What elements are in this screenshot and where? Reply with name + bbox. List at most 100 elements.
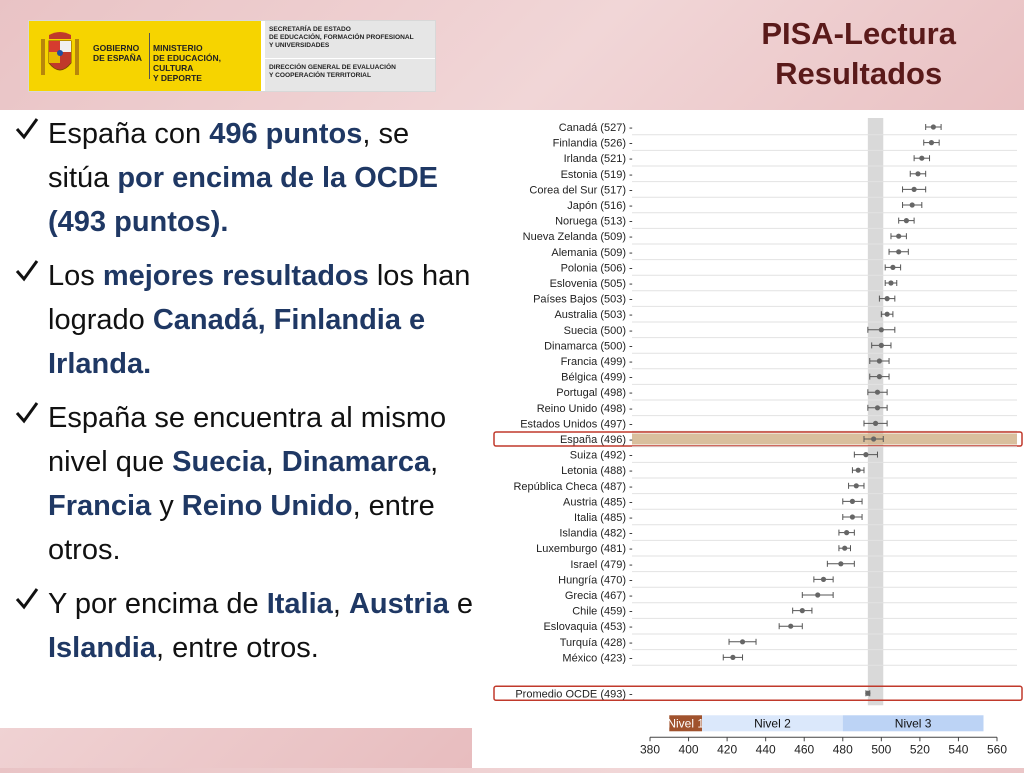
label-dash: -: [629, 590, 633, 602]
data-point: [888, 280, 894, 286]
country-label: Japón (516): [567, 200, 626, 212]
data-point: [849, 514, 856, 520]
bullet-text: ,: [430, 446, 439, 478]
secretaria-box: SECRETARÍA DE ESTADO DE EDUCACIÓN, FORMAC…: [265, 21, 435, 91]
x-tick-label: 440: [756, 742, 776, 756]
country-label: Chile (459): [572, 606, 626, 618]
country-label: Australia (503): [554, 309, 626, 321]
country-label: Nueva Zelanda (509): [523, 231, 626, 243]
bullet-text: y: [151, 490, 182, 522]
label-dash: -: [629, 340, 633, 352]
data-point: [884, 296, 890, 302]
country-label: México (423): [562, 652, 626, 664]
label-dash: -: [629, 309, 633, 321]
gobierno-text: GOBIERNO DE ESPAÑA: [93, 43, 142, 63]
data-point: [874, 389, 881, 395]
bullet-item: Los mejores resultados los han logrado C…: [14, 254, 474, 386]
country-label: Eslovaquia (453): [543, 621, 626, 633]
country-label: Islandia (482): [559, 528, 626, 540]
country-label: Letonia (488): [561, 465, 626, 477]
label-dash: -: [629, 372, 633, 384]
country-label: Estonia (519): [561, 169, 626, 181]
secretaria-text: SECRETARÍA DE ESTADO DE EDUCACIÓN, FORMAC…: [269, 26, 414, 49]
level-band: [842, 715, 984, 732]
highlight-text: Austria: [348, 588, 449, 620]
data-point: [799, 608, 805, 614]
label-dash: -: [629, 278, 633, 290]
label-dash: -: [629, 481, 633, 493]
level-band: [702, 715, 843, 732]
country-label: Canadá (527): [559, 122, 626, 134]
ministerio-text: MINISTERIO DE EDUCACIÓN, CULTURA Y DEPORTE: [153, 43, 222, 83]
label-dash: -: [629, 559, 633, 571]
x-tick-label: 460: [794, 742, 814, 756]
data-point: [855, 467, 861, 473]
country-label: Italia (485): [574, 512, 626, 524]
checkmark-icon: [14, 582, 40, 626]
data-point: [903, 218, 909, 224]
label-dash: -: [629, 688, 633, 700]
highlight-text: Reino Unido: [181, 490, 353, 522]
title-line-1: PISA-Lectura: [761, 16, 956, 51]
data-point: [849, 498, 856, 504]
x-tick-label: 400: [679, 742, 699, 756]
label-dash: -: [629, 387, 633, 399]
data-point: [842, 545, 848, 551]
highlight-text: Italia: [266, 588, 333, 620]
x-tick-label: 420: [717, 742, 737, 756]
label-dash: -: [629, 528, 633, 540]
data-point: [739, 639, 746, 645]
data-point: [815, 592, 821, 598]
level-label: Nivel 2: [754, 716, 791, 730]
country-label: Corea del Sur (517): [529, 184, 626, 196]
highlight-text: Canadá, Finlandia e Irlanda.: [48, 304, 426, 380]
label-dash: -: [629, 247, 633, 259]
level-label: Nivel 1: [667, 716, 704, 730]
highlight-row: [632, 433, 1017, 445]
data-point: [788, 623, 794, 629]
country-label: Estados Unidos (497): [520, 418, 626, 430]
country-label: Finlandia (526): [553, 138, 626, 150]
data-point: [909, 202, 915, 208]
data-point: [863, 452, 869, 458]
data-point: [820, 576, 827, 582]
country-label: Eslovenia (505): [550, 278, 626, 290]
data-point: [930, 124, 936, 130]
bullet-text: e: [448, 588, 474, 620]
country-label: Suecia (500): [564, 325, 626, 337]
bullet-text: Y por encima de: [48, 588, 267, 620]
highlight-frame: [493, 685, 1023, 702]
text-panel: [0, 110, 472, 728]
country-label: Turquía (428): [560, 637, 626, 649]
bullet-list: España con 496 puntos, se sitúa por enci…: [14, 112, 474, 680]
highlight-text: Dinamarca: [281, 446, 431, 478]
direccion-text: DIRECCIÓN GENERAL DE EVALUACIÓN Y COOPERA…: [269, 64, 396, 79]
label-dash: -: [629, 216, 633, 228]
data-point: [911, 186, 917, 192]
data-point: [878, 327, 884, 333]
data-point: [838, 561, 844, 567]
bullet-item: España con 496 puntos, se sitúa por enci…: [14, 112, 474, 244]
bullet-text: , entre otros.: [156, 632, 319, 664]
country-label: Reino Unido (498): [537, 403, 626, 415]
bullet-text: Los: [48, 260, 103, 292]
highlight-text: Islandia: [48, 632, 156, 664]
country-label: Grecia (467): [565, 590, 626, 602]
level-label: Nivel 3: [895, 716, 932, 730]
data-point: [896, 249, 902, 255]
data-point: [876, 374, 883, 380]
chart-panel: Canadá (527) - Finlandia (526) - Irlanda (52…: [472, 110, 1024, 768]
bullet-text: , entre otros.: [48, 490, 435, 566]
x-tick-label: 380: [640, 742, 660, 756]
coat-of-arms-icon: [41, 32, 79, 75]
x-tick-label: 520: [910, 742, 930, 756]
label-dash: -: [629, 325, 633, 337]
x-tick-label: 540: [948, 742, 968, 756]
country-label: Luxemburgo (481): [536, 543, 626, 555]
oecd-band: [867, 118, 884, 706]
label-dash: -: [629, 262, 633, 274]
country-label: Bélgica (499): [561, 372, 626, 384]
label-dash: -: [629, 652, 633, 664]
country-label: Polonia (506): [561, 262, 626, 274]
data-point: [915, 171, 921, 177]
